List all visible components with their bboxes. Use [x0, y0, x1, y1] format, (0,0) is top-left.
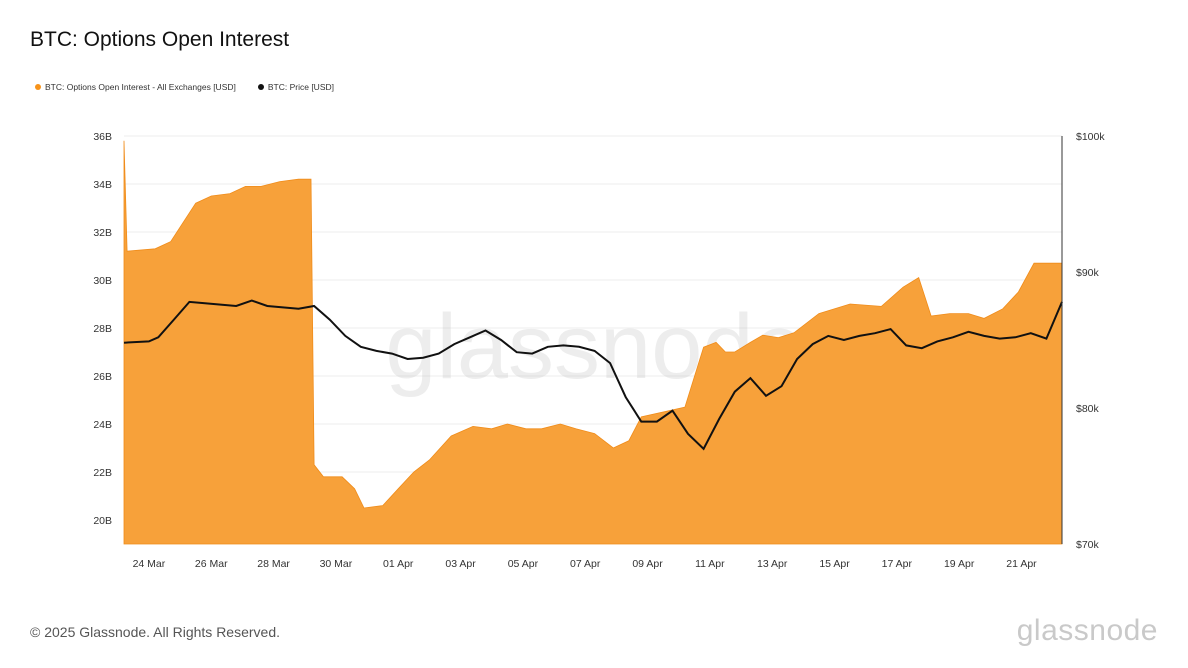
x-tick-label: 03 Apr: [445, 558, 476, 570]
x-tick-label: 13 Apr: [757, 558, 788, 570]
x-tick-label: 17 Apr: [882, 558, 913, 570]
x-tick-label: 26 Mar: [195, 558, 228, 570]
y-left-tick-label: 22B: [93, 467, 112, 479]
legend-label-price: BTC: Price [USD]: [267, 82, 334, 92]
legend-label-open-interest: BTC: Options Open Interest - All Exchang…: [45, 82, 236, 92]
y-left-tick-label: 24B: [93, 419, 112, 431]
x-tick-label: 28 Mar: [257, 558, 290, 570]
y-left-tick-label: 30B: [93, 275, 112, 287]
y-right-tick-label: $70k: [1076, 539, 1100, 551]
y-axis-left-ticks: 20B 22B 24B 26B 28B 30B 32B 34B 36B: [93, 131, 112, 527]
y-right-tick-label: $100k: [1076, 131, 1105, 143]
y-left-tick-label: 20B: [93, 515, 112, 527]
y-left-tick-label: 26B: [93, 371, 112, 383]
x-axis-ticks: 24 Mar 26 Mar 28 Mar 30 Mar 01 Apr 03 Apr 05 A…: [133, 558, 1038, 570]
x-tick-label: 05 Apr: [508, 558, 539, 570]
price-line: [123, 299, 1063, 451]
glassnode-logo[interactable]: glassnode: [1016, 614, 1158, 647]
y-right-tick-label: $80k: [1076, 403, 1100, 415]
y-axis-right-ticks: $70k $80k $90k $100k: [1076, 131, 1105, 551]
x-tick-label: 07 Apr: [570, 558, 601, 570]
y-right-tick-label: $90k: [1076, 267, 1100, 279]
y-left-tick-label: 28B: [93, 323, 112, 335]
x-tick-label: 09 Apr: [632, 558, 663, 570]
x-tick-label: 19 Apr: [944, 558, 975, 570]
x-tick-label: 21 Apr: [1006, 558, 1037, 570]
y-left-tick-label: 36B: [93, 131, 112, 143]
legend-item-open-interest[interactable]: BTC: Options Open Interest - All Exchang…: [35, 82, 236, 92]
x-tick-label: 15 Apr: [819, 558, 850, 570]
x-tick-label: 30 Mar: [320, 558, 353, 570]
open-interest-area: [123, 140, 1063, 545]
legend: BTC: Options Open Interest - All Exchang…: [35, 82, 334, 92]
legend-dot-black-icon: [257, 84, 264, 90]
x-tick-label: 01 Apr: [383, 558, 414, 570]
y-left-tick-label: 34B: [93, 179, 112, 191]
chart-title: BTC: Options Open Interest: [30, 28, 290, 51]
x-tick-label: 11 Apr: [695, 558, 725, 570]
legend-dot-orange-icon: [35, 84, 41, 90]
copyright-footer: © 2025 Glassnode. All Rights Reserved.: [30, 624, 281, 640]
x-tick-label: 24 Mar: [133, 558, 166, 570]
legend-item-price[interactable]: BTC: Price [USD]: [257, 82, 334, 92]
y-left-tick-label: 32B: [93, 227, 112, 239]
